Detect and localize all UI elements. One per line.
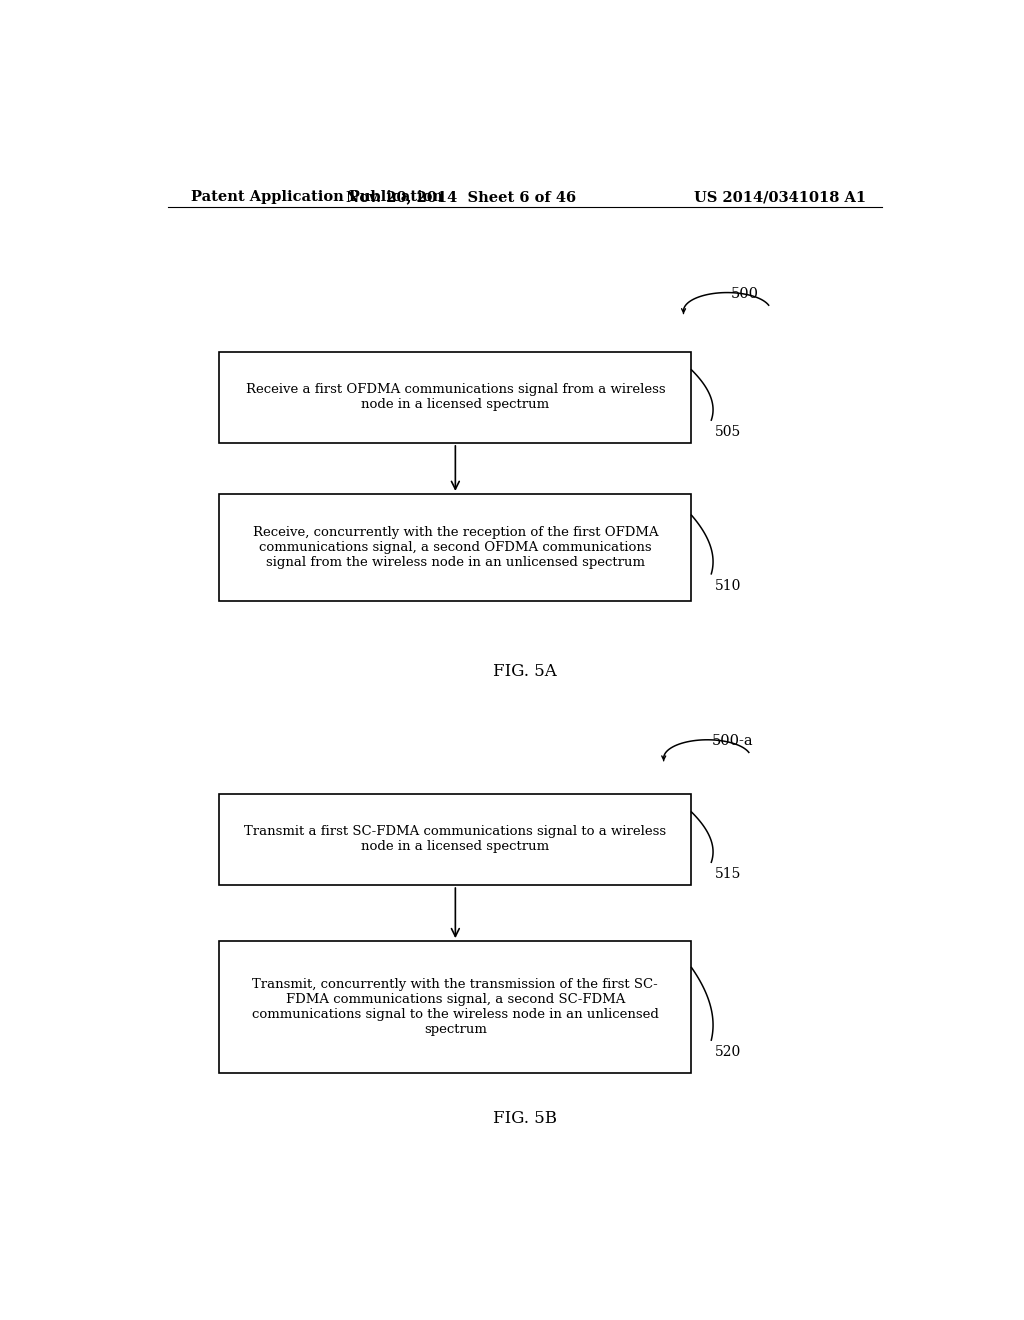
- Text: Transmit a first SC-FDMA communications signal to a wireless
node in a licensed : Transmit a first SC-FDMA communications …: [245, 825, 667, 854]
- Text: US 2014/0341018 A1: US 2014/0341018 A1: [694, 190, 866, 205]
- Text: 505: 505: [715, 425, 741, 440]
- Text: 515: 515: [715, 867, 741, 882]
- Bar: [219, 941, 691, 1073]
- Text: Transmit, concurrently with the transmission of the first SC-
FDMA communication: Transmit, concurrently with the transmis…: [252, 978, 658, 1036]
- Text: 500: 500: [731, 286, 759, 301]
- Text: 500-a: 500-a: [712, 734, 753, 748]
- Text: 520: 520: [715, 1045, 741, 1059]
- Bar: [219, 494, 691, 601]
- Text: FIG. 5B: FIG. 5B: [493, 1110, 557, 1127]
- Text: Patent Application Publication: Patent Application Publication: [191, 190, 443, 205]
- Bar: [219, 351, 691, 444]
- Text: 510: 510: [715, 579, 741, 593]
- Bar: [219, 793, 691, 886]
- Text: Nov. 20, 2014  Sheet 6 of 46: Nov. 20, 2014 Sheet 6 of 46: [346, 190, 577, 205]
- Text: Receive a first OFDMA communications signal from a wireless
node in a licensed s: Receive a first OFDMA communications sig…: [246, 383, 666, 412]
- Text: FIG. 5A: FIG. 5A: [493, 663, 557, 680]
- Text: Receive, concurrently with the reception of the first OFDMA
communications signa: Receive, concurrently with the reception…: [253, 525, 658, 569]
